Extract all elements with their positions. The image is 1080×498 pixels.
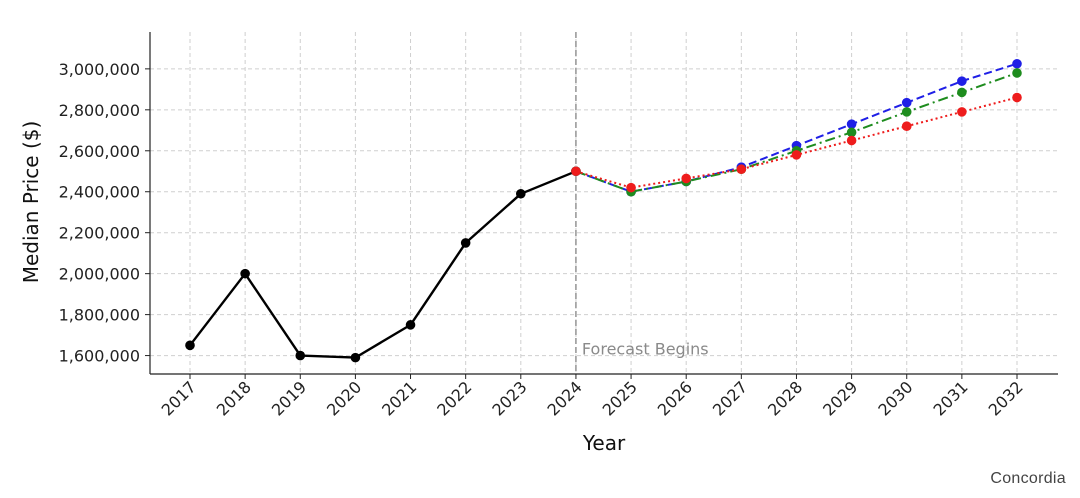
data-point (901, 97, 912, 108)
data-point (405, 320, 416, 330)
x-tick-label: 2023 (488, 377, 530, 419)
data-point (295, 350, 306, 361)
y-tick-label: 2,800,000 (59, 101, 140, 120)
data-point (1012, 58, 1022, 69)
data-point (516, 188, 526, 199)
y-axis-title: Median Price ($) (19, 121, 43, 284)
x-tick-label: 2032 (985, 377, 1027, 419)
data-point (791, 150, 802, 160)
x-tick-label: 2028 (764, 377, 806, 419)
series-0 (185, 166, 581, 363)
data-point (1012, 92, 1022, 103)
x-tick-label: 2019 (268, 377, 310, 419)
forecast-annotation: Forecast Begins (582, 340, 709, 359)
x-axis-title: Year (582, 431, 626, 455)
data-point (846, 119, 857, 129)
y-tick-label: 2,000,000 (59, 265, 140, 284)
y-tick-label: 3,000,000 (59, 60, 140, 79)
data-point (571, 166, 581, 177)
data-point (957, 107, 967, 117)
series-3 (571, 92, 1022, 193)
credit-text: Concordia (990, 470, 1066, 487)
data-point (185, 340, 195, 351)
data-point (350, 352, 361, 363)
data-point (846, 127, 857, 138)
x-tick-label: 2020 (323, 377, 365, 419)
data-point (460, 238, 471, 248)
data-point (901, 107, 912, 117)
data-point (240, 268, 250, 279)
data-point (901, 121, 912, 132)
grid (150, 32, 1058, 374)
y-tick-label: 2,600,000 (59, 142, 140, 161)
axes (145, 32, 1058, 379)
y-tick-label: 2,200,000 (59, 224, 140, 243)
x-tick-label: 2021 (378, 377, 420, 419)
data-point (736, 164, 747, 175)
x-tick-labels: 2017 2018 2019 2020 2021 2022 2023 2024 2025 2026… (158, 377, 1027, 419)
x-tick-label: 2018 (213, 377, 255, 419)
x-tick-label: 2022 (433, 377, 475, 419)
x-tick-label: 2025 (599, 377, 641, 419)
x-tick-label: 2026 (654, 377, 696, 419)
x-tick-label: 2024 (544, 377, 586, 419)
x-tick-label: 2030 (874, 377, 916, 419)
x-tick-label: 2031 (929, 377, 971, 419)
series-line (189, 170, 577, 359)
y-tick-label: 2,400,000 (59, 183, 140, 202)
x-tick-label: 2017 (158, 377, 200, 419)
data-point (681, 173, 691, 184)
y-tick-label: 1,800,000 (59, 306, 140, 325)
series (185, 58, 1022, 363)
x-tick-label: 2027 (709, 377, 751, 419)
data-point (626, 182, 636, 193)
data-point (957, 76, 967, 86)
y-tick-labels: 1,600,000 1,800,000 2,000,000 2,200,000 2,40… (59, 60, 140, 366)
data-point (846, 135, 857, 146)
y-tick-label: 1,600,000 (59, 347, 140, 366)
data-point (957, 87, 967, 98)
x-tick-label: 2029 (819, 377, 861, 419)
data-point (1012, 68, 1022, 78)
